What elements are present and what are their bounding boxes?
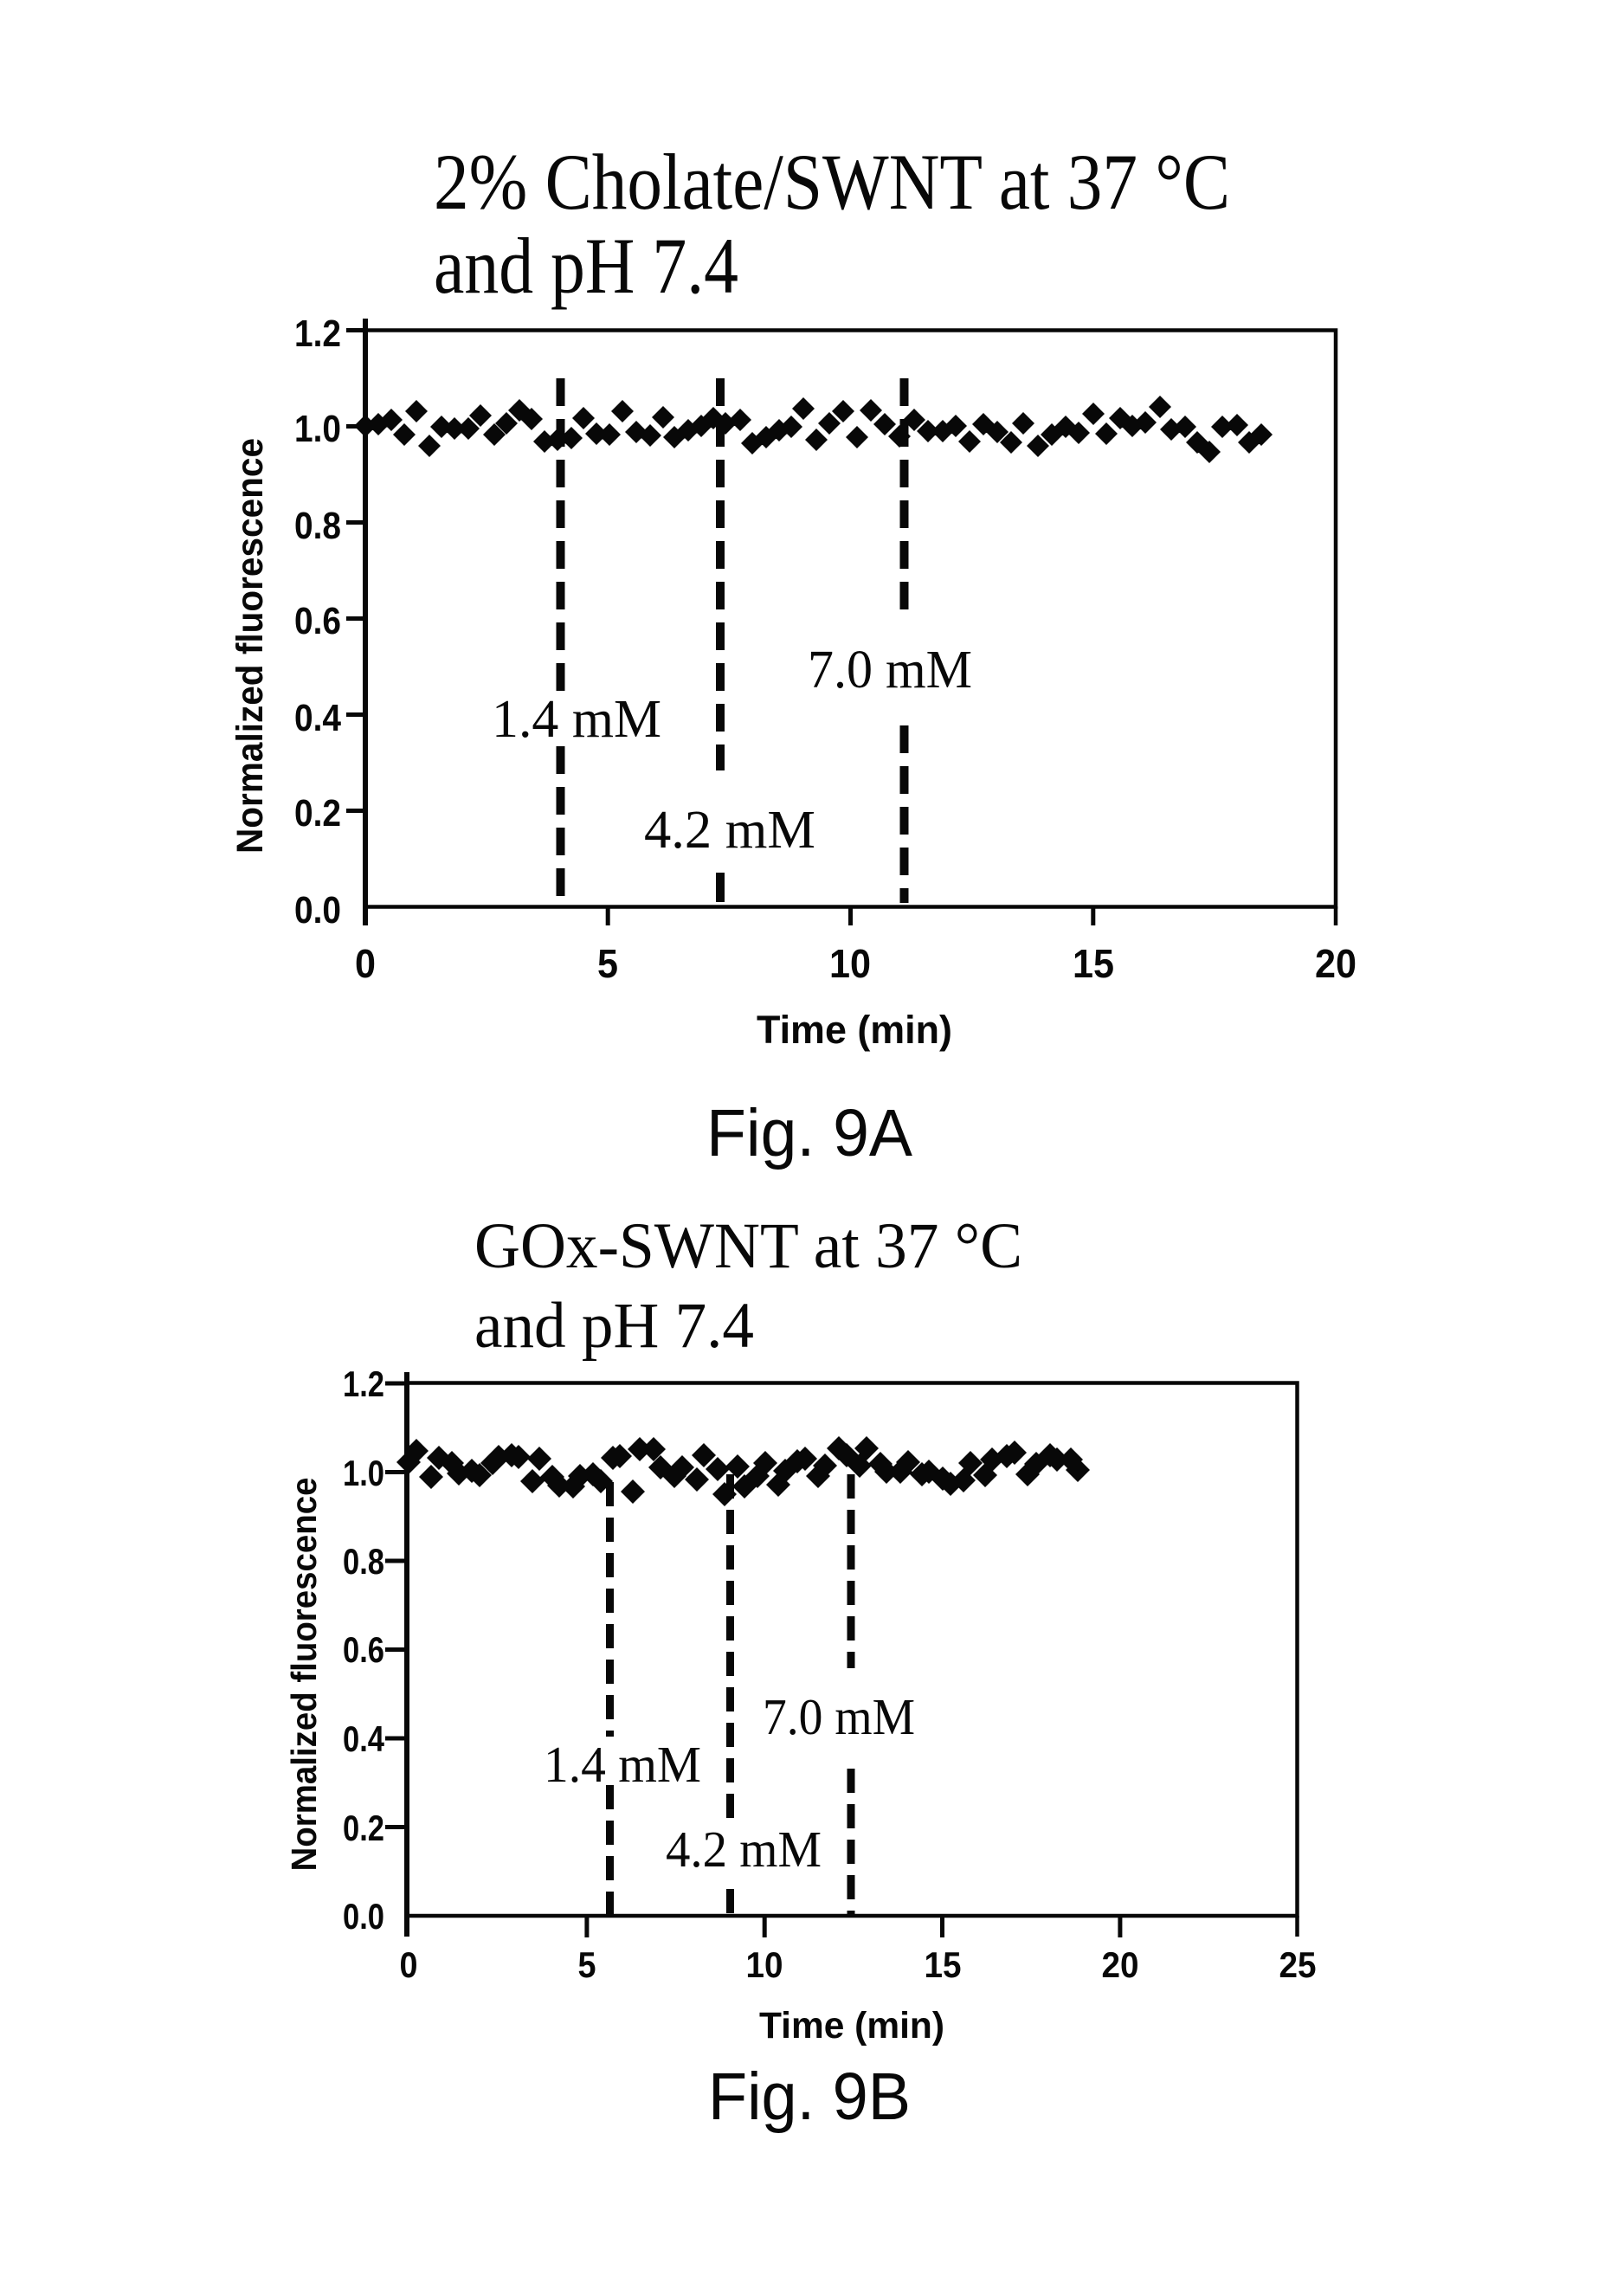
svg-text:0.2: 0.2 (294, 792, 341, 835)
svg-text:0: 0 (400, 1944, 418, 1985)
svg-text:20: 20 (1315, 941, 1357, 986)
svg-text:20: 20 (1102, 1944, 1139, 1985)
svg-text:4.2 mM: 4.2 mM (666, 1821, 822, 1878)
svg-text:5: 5 (578, 1944, 596, 1985)
svg-text:15: 15 (1073, 941, 1114, 986)
svg-text:0: 0 (355, 941, 376, 986)
svg-text:1.4 mM: 1.4 mM (492, 690, 661, 749)
svg-text:7.0 mM: 7.0 mM (763, 1688, 915, 1745)
svg-text:7.0 mM: 7.0 mM (808, 641, 972, 699)
svg-text:Normalized fluorescence: Normalized fluorescence (229, 438, 271, 854)
svg-text:Fig. 9A: Fig. 9A (706, 1096, 913, 1170)
svg-text:0.8: 0.8 (294, 505, 341, 547)
svg-text:GOx-SWNT at 37 °C: GOx-SWNT at 37 °C (474, 1210, 1022, 1282)
svg-text:0.6: 0.6 (343, 1629, 384, 1670)
svg-text:Fig. 9B: Fig. 9B (708, 2060, 911, 2134)
svg-text:Time (min): Time (min) (759, 2005, 944, 2047)
svg-text:1.0: 1.0 (343, 1453, 384, 1493)
svg-text:and pH 7.4: and pH 7.4 (474, 1290, 754, 1362)
svg-text:1.2: 1.2 (294, 313, 341, 355)
svg-text:1.0: 1.0 (294, 408, 341, 450)
svg-text:0.8: 0.8 (343, 1541, 384, 1582)
svg-text:0.2: 0.2 (343, 1808, 384, 1848)
svg-text:10: 10 (829, 941, 871, 986)
svg-text:0.4: 0.4 (294, 697, 341, 739)
svg-text:4.2 mM: 4.2 mM (644, 801, 815, 860)
svg-text:0.0: 0.0 (343, 1896, 384, 1937)
svg-text:1.4 mM: 1.4 mM (544, 1736, 701, 1793)
svg-text:2% Cholate/SWNT at 37 °C: 2% Cholate/SWNT at 37 °C (434, 138, 1230, 226)
svg-text:1.2: 1.2 (343, 1363, 384, 1404)
svg-text:0.0: 0.0 (294, 889, 341, 931)
svg-text:10: 10 (746, 1944, 783, 1985)
svg-text:5: 5 (597, 941, 618, 986)
svg-text:and pH 7.4: and pH 7.4 (434, 222, 738, 310)
svg-text:0.4: 0.4 (343, 1718, 385, 1759)
svg-text:Time (min): Time (min) (757, 1008, 952, 1052)
svg-text:25: 25 (1279, 1944, 1317, 1985)
svg-text:0.6: 0.6 (294, 600, 341, 642)
svg-text:Normalized fluorescence: Normalized fluorescence (284, 1478, 324, 1872)
svg-text:15: 15 (925, 1944, 962, 1985)
